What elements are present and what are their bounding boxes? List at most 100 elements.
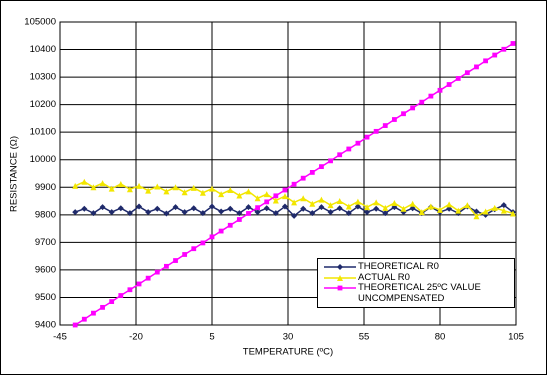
x-tick-label: 55 — [359, 332, 370, 343]
marker — [309, 210, 316, 217]
marker — [282, 187, 288, 193]
marker — [382, 210, 389, 217]
marker — [336, 198, 343, 205]
marker — [510, 41, 516, 46]
y-tick-label: 10200 — [30, 99, 56, 110]
y-tick-label: 10100 — [30, 127, 56, 138]
marker — [391, 199, 398, 206]
marker — [181, 209, 188, 216]
marker — [318, 196, 325, 203]
marker — [245, 204, 252, 211]
marker — [500, 207, 507, 214]
marker — [117, 180, 124, 187]
marker — [154, 269, 160, 275]
marker — [136, 182, 143, 189]
marker — [382, 204, 389, 211]
marker — [246, 211, 251, 216]
marker — [90, 210, 97, 217]
marker — [474, 64, 479, 70]
marker — [254, 195, 261, 202]
marker — [382, 123, 388, 128]
marker — [199, 210, 206, 217]
marker — [300, 205, 307, 212]
marker — [373, 128, 379, 134]
marker — [300, 175, 306, 181]
marker — [346, 146, 352, 152]
marker — [126, 210, 133, 217]
marker — [81, 316, 87, 322]
marker — [218, 208, 225, 215]
marker — [373, 199, 380, 206]
legend-icon — [324, 264, 356, 270]
marker — [373, 205, 380, 212]
y-tick-label: 9600 — [35, 264, 56, 275]
marker — [500, 202, 507, 209]
y-tick-label: 105000 — [24, 17, 56, 28]
marker — [337, 264, 343, 270]
marker — [255, 205, 260, 211]
marker — [455, 207, 462, 214]
marker — [410, 105, 416, 111]
marker — [209, 234, 215, 240]
marker — [163, 188, 170, 195]
marker — [263, 205, 270, 212]
marker — [264, 199, 270, 205]
marker — [418, 209, 425, 216]
marker — [492, 52, 498, 58]
marker — [455, 76, 461, 81]
marker — [509, 210, 516, 217]
marker — [136, 203, 143, 210]
marker — [501, 46, 507, 52]
marker — [173, 258, 178, 263]
marker — [181, 189, 188, 196]
marker — [355, 140, 361, 146]
marker — [218, 191, 225, 198]
y-tick-label: 9800 — [35, 209, 56, 220]
marker — [190, 184, 197, 191]
marker — [91, 310, 96, 316]
x-tick-label: 5 — [209, 332, 214, 343]
marker — [281, 193, 288, 200]
legend-label: THEORETICAL R0 — [358, 261, 439, 272]
marker — [291, 199, 298, 206]
marker — [199, 189, 206, 196]
x-tick-label: 80 — [435, 332, 446, 343]
marker — [272, 210, 279, 217]
marker — [291, 181, 297, 187]
legend-icon — [324, 285, 356, 291]
marker — [209, 185, 215, 192]
marker — [345, 210, 352, 217]
marker — [172, 204, 179, 211]
marker — [72, 322, 78, 328]
legend-label: THEORETICAL 25ºC VALUE UNCOMPENSATED — [358, 282, 481, 304]
marker — [300, 195, 307, 202]
marker — [336, 205, 343, 212]
marker — [482, 208, 489, 215]
marker — [400, 205, 407, 212]
marker — [309, 169, 315, 175]
marker — [427, 203, 434, 210]
marker — [263, 191, 270, 198]
marker — [345, 203, 352, 210]
marker — [191, 246, 197, 252]
y-tick-label: 9900 — [35, 182, 56, 193]
marker — [473, 213, 480, 220]
marker — [99, 204, 106, 211]
x-tick-label: 30 — [283, 332, 294, 343]
marker — [364, 204, 371, 211]
marker — [327, 202, 334, 209]
marker — [319, 164, 324, 170]
legend: THEORETICAL R0 ACTUAL R0 THEORETICAL 25ºC … — [317, 258, 515, 308]
marker — [145, 209, 152, 216]
marker — [218, 228, 224, 234]
marker — [491, 204, 498, 211]
marker — [446, 82, 452, 87]
marker — [227, 222, 233, 228]
marker — [154, 205, 161, 212]
x-tick-label: -45 — [53, 332, 67, 343]
legend-item: THEORETICAL R0 — [322, 261, 510, 273]
marker — [337, 152, 343, 158]
marker — [309, 200, 316, 207]
